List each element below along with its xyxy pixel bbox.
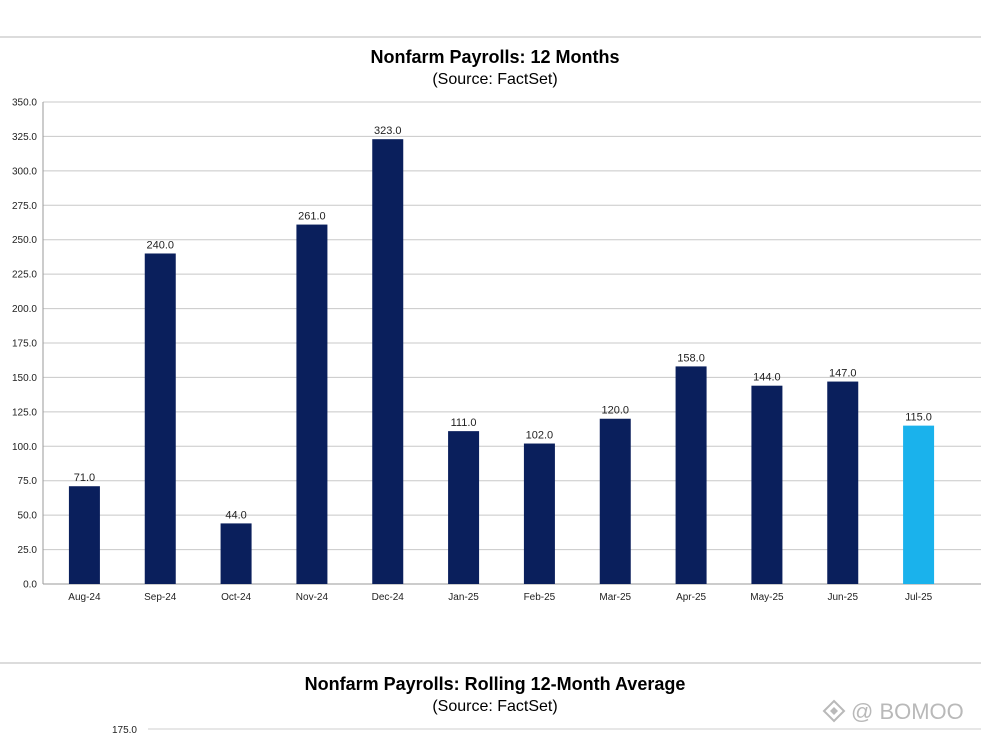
chart1-x-tick: Feb-25 [524,592,556,603]
chart1-data-label: 44.0 [225,509,246,521]
chart1-x-tick: May-25 [750,592,784,603]
watermark: @ BOMOO [822,699,964,724]
chart1-y-tick: 300.0 [12,166,37,177]
chart1-y-tick: 100.0 [12,442,37,453]
chart1-data-label: 115.0 [905,412,932,424]
chart2-y-tick: 175.0 [112,725,137,736]
chart1-y-tick: 325.0 [12,132,37,143]
chart1-x-tick: Nov-24 [296,592,329,603]
chart2-subtitle: (Source: FactSet) [432,698,557,715]
chart1-bars [68,139,935,584]
chart1-y-axis: 0.0 25.0 50.0 75.0 100.0 125.0 150.0 175.0 200.0… [12,98,37,591]
chart1-data-label: 120.0 [601,405,629,417]
watermark-text: @ BOMOO [851,699,964,724]
chart1-data-label: 111.0 [451,417,477,429]
chart1-y-tick: 225.0 [12,270,37,281]
chart1-data-label: 144.0 [753,372,781,384]
chart1-y-tick: 75.0 [18,476,38,487]
chart1-bar [675,366,707,584]
chart1-data-label: 102.0 [526,430,554,442]
chart1-x-tick: Dec-24 [372,592,405,603]
chart2-title: Nonfarm Payrolls: Rolling 12-Month Avera… [305,674,686,694]
chart1-x-tick: Aug-24 [68,592,101,603]
chart1-y-tick: 50.0 [18,511,38,522]
chart1-y-tick: 350.0 [12,98,37,109]
chart1-data-label: 71.0 [74,472,95,484]
chart1-x-tick: Mar-25 [599,592,631,603]
chart1-subtitle: (Source: FactSet) [432,71,557,88]
chart1-data-label: 240.0 [146,239,174,251]
chart1-bar [220,523,252,584]
diamond-logo-icon [822,699,846,723]
chart1-bar [523,443,555,584]
chart1-bar [68,486,100,584]
chart1-x-axis: Aug-24 Sep-24 Oct-24 Nov-24 Dec-24 Jan-25 Feb-… [68,592,932,603]
chart1-bar [372,139,404,584]
chart1-y-tick: 275.0 [12,201,37,212]
chart1-y-tick: 250.0 [12,235,37,246]
chart1-x-tick: Sep-24 [144,592,177,603]
chart1-bar [903,425,935,584]
chart1-x-tick: Jun-25 [827,592,858,603]
chart1-data-label: 261.0 [298,211,326,223]
chart1-title: Nonfarm Payrolls: 12 Months [370,47,619,67]
chart1-bar [599,418,631,584]
chart1-data-label: 323.0 [374,125,402,137]
chart1-bar [751,385,783,584]
chart1-bar [144,253,176,584]
chart1-y-tick: 125.0 [12,407,37,418]
chart1-y-tick: 150.0 [12,373,37,384]
chart1-gridlines [42,101,981,585]
chart1-data-label: 158.0 [677,352,705,364]
chart1-data-labels: 71.0 240.0 44.0 261.0 323.0 111.0 102.0 120.0 15… [74,125,932,521]
chart1-y-tick: 175.0 [12,339,37,350]
chart1-bar [296,224,328,584]
chart1-x-tick: Oct-24 [221,592,251,603]
chart1-bar [827,381,859,584]
chart1-x-tick: Jul-25 [905,592,933,603]
chart1-data-label: 147.0 [829,368,857,380]
chart1-x-tick: Apr-25 [676,592,706,603]
chart1-y-tick: 200.0 [12,304,37,315]
chart1-y-tick: 25.0 [18,545,38,556]
chart1-x-tick: Jan-25 [448,592,479,603]
chart1-y-tick: 0.0 [23,580,37,591]
chart1-bar [448,431,480,584]
